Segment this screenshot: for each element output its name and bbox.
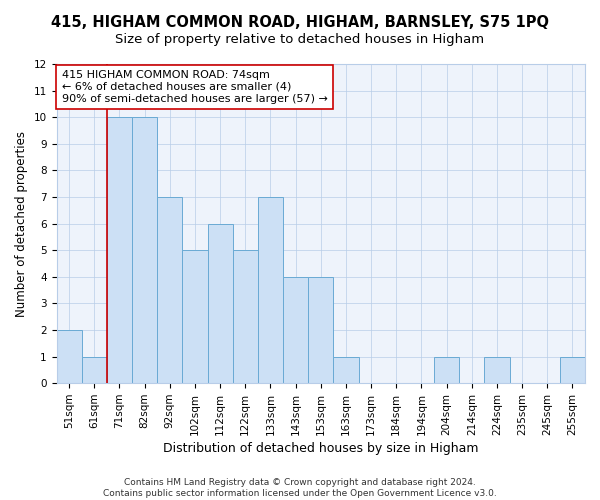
Y-axis label: Number of detached properties: Number of detached properties: [15, 130, 28, 316]
Bar: [434, 356, 459, 383]
X-axis label: Distribution of detached houses by size in Higham: Distribution of detached houses by size …: [163, 442, 479, 455]
Text: 415 HIGHAM COMMON ROAD: 74sqm
← 6% of detached houses are smaller (4)
90% of sem: 415 HIGHAM COMMON ROAD: 74sqm ← 6% of de…: [62, 70, 328, 104]
Bar: [82, 356, 107, 383]
Bar: [157, 197, 182, 383]
Bar: [484, 356, 509, 383]
Bar: [132, 117, 157, 383]
Bar: [258, 197, 283, 383]
Bar: [107, 117, 132, 383]
Bar: [208, 224, 233, 383]
Bar: [182, 250, 208, 383]
Bar: [560, 356, 585, 383]
Bar: [308, 277, 334, 383]
Bar: [334, 356, 359, 383]
Text: 415, HIGHAM COMMON ROAD, HIGHAM, BARNSLEY, S75 1PQ: 415, HIGHAM COMMON ROAD, HIGHAM, BARNSLE…: [51, 15, 549, 30]
Bar: [283, 277, 308, 383]
Text: Size of property relative to detached houses in Higham: Size of property relative to detached ho…: [115, 32, 485, 46]
Bar: [233, 250, 258, 383]
Text: Contains HM Land Registry data © Crown copyright and database right 2024.
Contai: Contains HM Land Registry data © Crown c…: [103, 478, 497, 498]
Bar: [56, 330, 82, 383]
